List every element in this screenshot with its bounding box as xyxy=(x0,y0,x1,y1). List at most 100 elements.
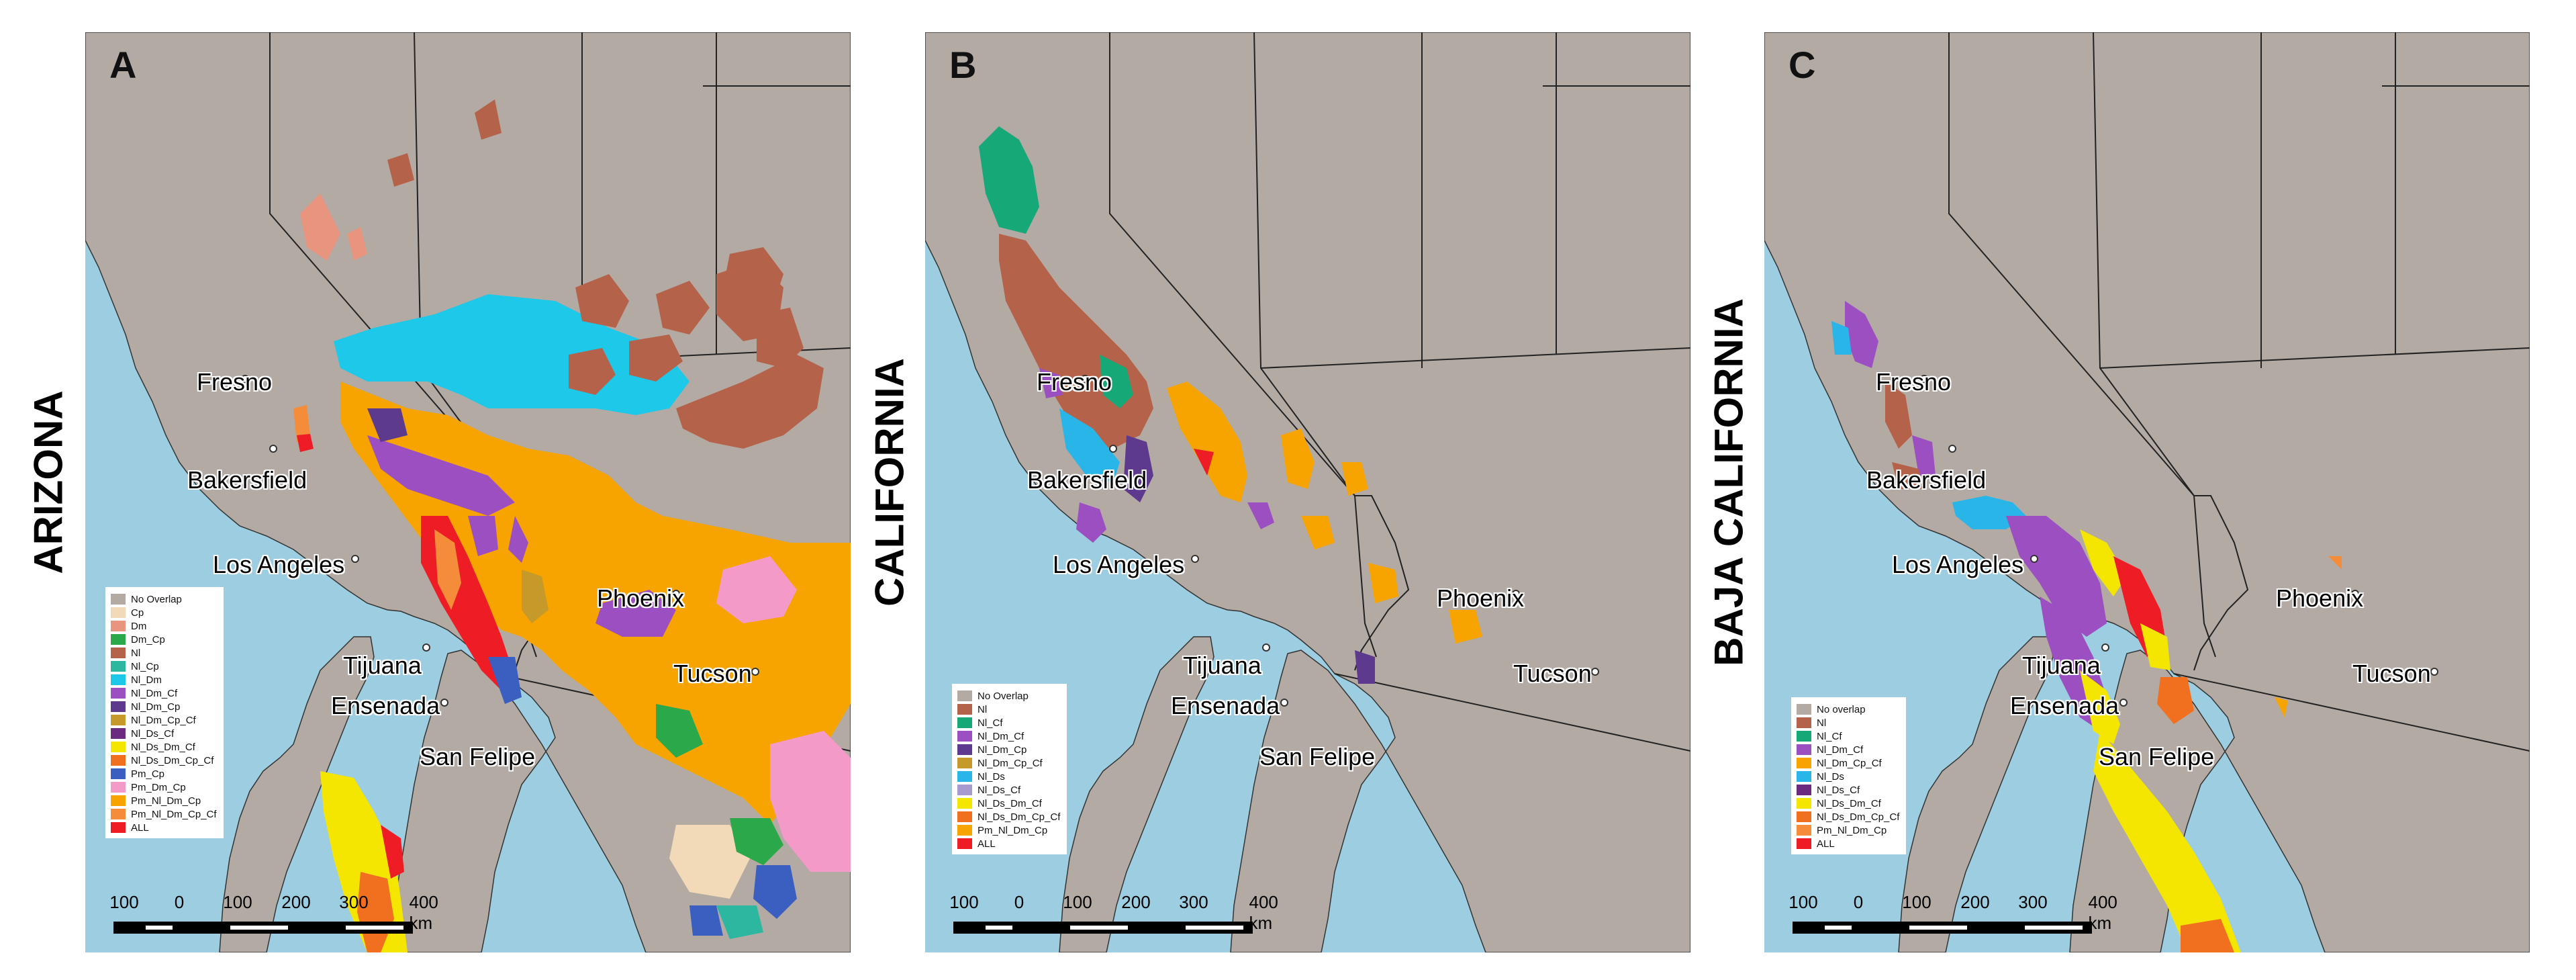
legend-label: Nl_Dm_Cp xyxy=(977,744,1027,756)
legend-item: Nl_Ds xyxy=(957,770,1060,783)
city-label-tijuana-b: Tijuana xyxy=(1183,652,1261,679)
legend-swatch xyxy=(111,742,126,752)
legend-item: Pm_Dm_Cp xyxy=(111,781,217,794)
legend-swatch xyxy=(1797,731,1811,742)
legend-label: Pm_Nl_Dm_Cp xyxy=(977,824,1048,836)
legend-label: Nl_Cf xyxy=(1817,730,1842,742)
city-markers-c xyxy=(1920,375,2438,707)
legend-label: Nl_Ds_Dm_Cp_Cf xyxy=(977,811,1061,823)
legend-swatch xyxy=(957,811,972,822)
legend-item: Nl_Ds_Dm_Cp_Cf xyxy=(111,754,217,767)
scale-tick-label: 200 xyxy=(1960,892,1990,912)
city-label-ensenada-b: Ensenada xyxy=(1171,692,1280,719)
legend-swatch xyxy=(1797,758,1811,768)
legend-item: Pm_Nl_Dm_Cp xyxy=(111,794,217,807)
legend-item: Dm xyxy=(111,619,217,633)
legend-item: Cp xyxy=(111,606,217,619)
legend-item: Nl_Dm_Cp_Cf xyxy=(1797,756,1899,770)
legend-item: Nl_Ds_Dm_Cf xyxy=(1797,797,1899,810)
overlap-regions-b xyxy=(979,126,1482,684)
scale-tick-label: 100 xyxy=(1788,892,1818,912)
scale-bar-c: 100 0 100 200 300 400 km xyxy=(1788,892,2134,946)
side-label-arizona: ARIZONA xyxy=(26,390,71,574)
city-label-bakersfield-b: Bakersfield xyxy=(1027,466,1147,494)
scale-bar-graphic-a xyxy=(113,922,413,934)
city-label-los-angeles-c: Los Angeles xyxy=(1892,551,2024,578)
legend-swatch xyxy=(111,648,126,658)
legend-item: Nl_Ds_Dm_Cf xyxy=(957,797,1060,810)
legend-label: Nl_Ds xyxy=(1817,770,1844,783)
legend-swatch xyxy=(111,621,126,631)
legend-swatch xyxy=(111,634,126,645)
legend-item: Pm_Cp xyxy=(111,767,217,781)
city-label-phoenix-c: Phoenix xyxy=(2276,584,2364,612)
legend-item: Nl_Dm_Cf xyxy=(957,729,1060,743)
legend-item: Nl_Ds_Cf xyxy=(111,727,217,740)
city-label-tucson-a: Tucson xyxy=(673,660,752,687)
legend-item: Nl_Ds_Cf xyxy=(1797,783,1899,797)
legend-swatch xyxy=(957,798,972,809)
scale-tick-label: 100 xyxy=(109,892,139,912)
legend-swatch xyxy=(1797,744,1811,755)
city-label-san-felipe-c: San Felipe xyxy=(2099,743,2215,770)
legend-item: Nl_Ds_Dm_Cp_Cf xyxy=(957,810,1060,823)
legend-label: Nl_Cp xyxy=(131,660,159,672)
city-label-los-angeles-b: Los Angeles xyxy=(1053,551,1185,578)
legend-swatch xyxy=(111,768,126,779)
legend-item: Pm_Nl_Dm_Cp xyxy=(1797,823,1899,837)
legend-item: Nl_Cp xyxy=(111,660,217,673)
city-label-los-angeles-a: Los Angeles xyxy=(213,551,345,578)
map-panel-a: A Fresno Bakersfield Los Angeles Phoenix… xyxy=(85,32,851,952)
legend-item: ALL xyxy=(1797,837,1899,850)
legend-swatch xyxy=(1797,825,1811,836)
city-label-bakersfield-c: Bakersfield xyxy=(1866,466,1987,494)
legend-item: Nl_Dm xyxy=(111,673,217,686)
scale-tick-label: 300 xyxy=(1179,892,1208,912)
scale-tick-label: 400 km xyxy=(409,892,438,933)
scale-tick-label: 100 xyxy=(1063,892,1092,912)
legend-item: Dm_Cp xyxy=(111,633,217,646)
legend-label: ALL xyxy=(977,838,996,850)
overlap-regions-a xyxy=(293,99,851,952)
legend-swatch xyxy=(1797,717,1811,728)
map-panel-c: C Fresno Bakersfield Los Angeles Phoenix… xyxy=(1764,32,2530,952)
legend-label: Nl_Dm_Cf xyxy=(977,730,1024,742)
legend-swatch xyxy=(957,744,972,755)
legend-item: Nl_Dm_Cp_Cf xyxy=(957,756,1060,770)
legend-item: Nl_Cf xyxy=(957,716,1060,729)
legend-label: Nl_Ds_Dm_Cp_Cf xyxy=(1817,811,1900,823)
panel-letter-a: A xyxy=(109,44,137,86)
legend-label: Nl_Cf xyxy=(977,717,1003,729)
legend-label: No overlap xyxy=(1817,703,1866,715)
legend-item: Nl xyxy=(1797,716,1899,729)
legend-label: Dm xyxy=(131,620,147,632)
legend-item: ALL xyxy=(957,837,1060,850)
map-b xyxy=(925,32,1690,952)
scale-bar-graphic-b xyxy=(953,922,1253,934)
scale-tick-label: 400 km xyxy=(1249,892,1278,933)
legend-label: ALL xyxy=(1817,838,1835,850)
legend-label: Nl_Ds_Dm_Cf xyxy=(131,741,195,753)
side-label-baja-california: BAJA CALIFORNIA xyxy=(1706,298,1752,666)
legend-label: Nl_Dm_Cp_Cf xyxy=(977,757,1043,769)
legend-label: Nl_Ds_Dm_Cf xyxy=(977,797,1042,809)
scale-tick-label: 0 xyxy=(1853,892,1864,912)
legend-label: Nl_Dm_Cf xyxy=(1817,744,1864,756)
legend-label: Pm_Dm_Cp xyxy=(131,781,186,793)
legend-item: Nl_Dm_Cf xyxy=(111,686,217,700)
legend-swatch xyxy=(111,607,126,618)
legend-swatch xyxy=(111,822,126,833)
side-label-california: CALIFORNIA xyxy=(867,358,912,607)
city-label-fresno-a: Fresno xyxy=(197,368,273,396)
legend-b: No Overlap Nl Nl_Cf Nl_Dm_Cf Nl_Dm_Cp Nl_Dm_C… xyxy=(952,684,1067,854)
legend-item: Nl_Dm_Cp xyxy=(957,743,1060,756)
legend-label: Nl xyxy=(977,703,988,715)
scale-bar-graphic-c xyxy=(1793,922,2092,934)
city-label-ensenada-c: Ensenada xyxy=(2010,692,2119,719)
scale-tick-label: 100 xyxy=(1902,892,1931,912)
city-label-fresno-c: Fresno xyxy=(1876,368,1952,396)
city-markers-b xyxy=(1081,375,1599,707)
legend-item: Nl_Cf xyxy=(1797,729,1899,743)
panel-letter-c: C xyxy=(1788,44,1816,86)
legend-c: No overlap Nl Nl_Cf Nl_Dm_Cf Nl_Dm_Cp_Cf Nl_D… xyxy=(1791,697,1907,854)
